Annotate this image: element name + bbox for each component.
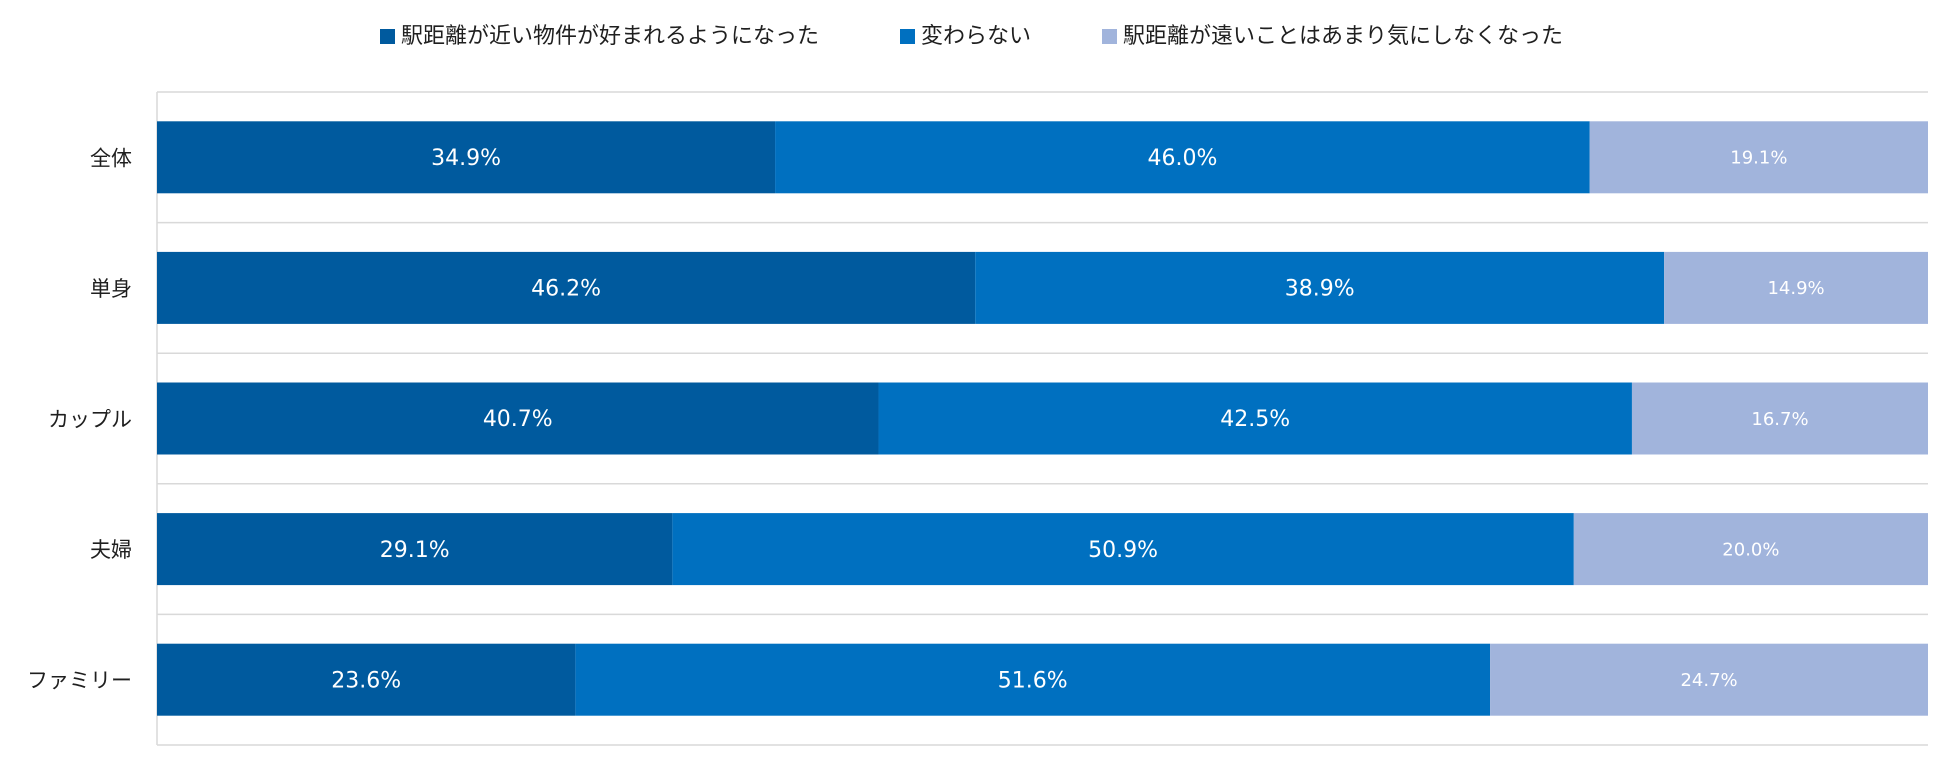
- data-label: 16.7%: [1751, 409, 1808, 430]
- category-label: 単身: [90, 277, 132, 301]
- legend-swatch: [380, 29, 395, 44]
- bar-segment: [1631, 382, 1928, 455]
- category-label: 夫婦: [90, 538, 132, 562]
- bar-segment: [157, 382, 879, 455]
- data-label: 42.5%: [1220, 407, 1290, 432]
- bar-segment: [775, 121, 1590, 194]
- data-label: 23.6%: [331, 668, 401, 693]
- data-label: 46.2%: [531, 277, 601, 302]
- data-label: 29.1%: [380, 538, 450, 563]
- category-label: 全体: [90, 146, 132, 170]
- data-label: 34.9%: [431, 146, 501, 171]
- legend-label: 変わらない: [921, 24, 1031, 49]
- bar-segment: [157, 513, 673, 586]
- data-label: 40.7%: [483, 407, 553, 432]
- legend-swatch: [900, 29, 915, 44]
- data-label: 50.9%: [1088, 538, 1158, 563]
- legend-swatch: [1102, 29, 1117, 44]
- data-label: 19.1%: [1730, 148, 1787, 169]
- bar-segment: [1573, 513, 1928, 586]
- bar-segment: [1664, 251, 1928, 324]
- bar-segment: [157, 121, 776, 194]
- bar-segment: [1490, 643, 1928, 716]
- data-label: 46.0%: [1147, 146, 1217, 171]
- bar-segment: [157, 643, 576, 716]
- category-label: カップル: [48, 408, 132, 432]
- bar-segment: [672, 513, 1574, 586]
- legend-label: 駅距離が遠いことはあまり気にしなくなった: [1123, 24, 1563, 49]
- data-label: 51.6%: [998, 668, 1068, 693]
- legend-label: 駅距離が近い物件が好まれるようになった: [401, 24, 819, 49]
- data-label: 38.9%: [1285, 277, 1355, 302]
- data-label: 20.0%: [1722, 539, 1779, 560]
- data-label: 14.9%: [1767, 278, 1824, 299]
- data-label: 24.7%: [1680, 670, 1737, 691]
- bar-segment: [975, 251, 1665, 324]
- category-label: ファミリー: [27, 669, 132, 693]
- bar-segment: [1589, 121, 1928, 194]
- bar-segment: [157, 251, 976, 324]
- bar-segment: [878, 382, 1632, 455]
- bar-segment: [575, 643, 1491, 716]
